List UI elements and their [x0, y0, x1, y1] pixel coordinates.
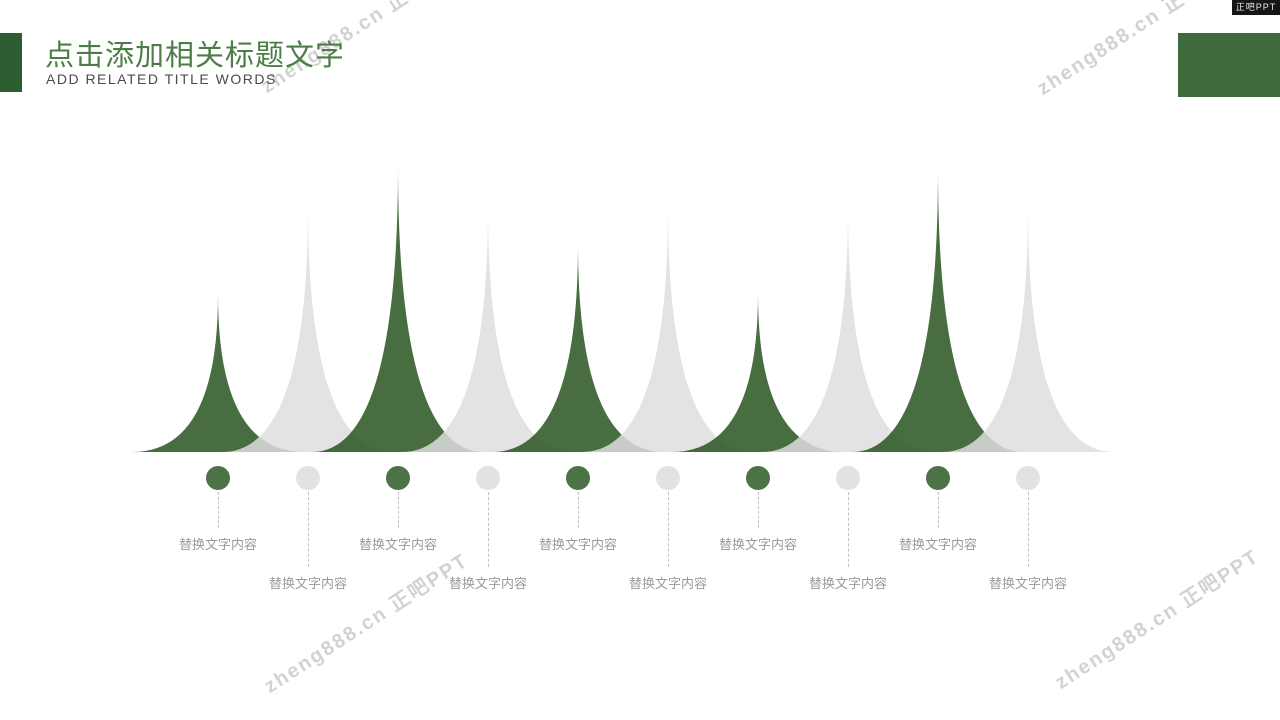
timeline-dot-2	[296, 466, 320, 490]
peak-4-gray	[402, 205, 574, 452]
timeline-dot-4	[476, 466, 500, 490]
item-label-8: 替换文字内容	[808, 576, 887, 591]
connector-line-7	[758, 492, 759, 528]
peak-1-green	[132, 294, 304, 452]
connector-line-6	[668, 492, 669, 567]
item-label-3: 替换文字内容	[358, 537, 437, 552]
corner-brand-badge: 正吧PPT	[1232, 0, 1280, 15]
item-label-1: 替换文字内容	[178, 537, 257, 552]
item-label-4: 替换文字内容	[448, 576, 527, 591]
timeline-dot-6	[656, 466, 680, 490]
peak-7-green	[672, 293, 844, 452]
connector-line-4	[488, 492, 489, 567]
connector-line-1	[218, 492, 219, 528]
timeline-dot-10	[1016, 466, 1040, 490]
connector-line-3	[398, 492, 399, 528]
item-label-6: 替换文字内容	[628, 576, 707, 591]
item-label-2: 替换文字内容	[268, 576, 347, 591]
connector-line-8	[848, 492, 849, 567]
page-title: 点击添加相关标题文字	[45, 40, 346, 72]
page-subtitle: ADD RELATED TITLE WORDS	[46, 71, 277, 87]
peak-5-green	[492, 243, 664, 452]
peak-6-gray	[582, 205, 754, 452]
peak-3-green	[312, 165, 484, 452]
corner-decoration-rect	[1178, 33, 1280, 97]
item-label-9: 替换文字内容	[898, 537, 977, 552]
timeline-dot-3	[386, 466, 410, 490]
timeline-dot-8	[836, 466, 860, 490]
item-label-7: 替换文字内容	[718, 537, 797, 552]
peak-2-gray	[222, 205, 394, 452]
peak-9-green	[852, 168, 1024, 452]
timeline-dot-7	[746, 466, 770, 490]
item-label-5: 替换文字内容	[538, 537, 617, 552]
timeline-dot-9	[926, 466, 950, 490]
peak-10-gray	[942, 205, 1114, 452]
item-label-10: 替换文字内容	[988, 576, 1067, 591]
title-accent-bar	[0, 33, 22, 92]
peak-8-gray	[762, 205, 934, 452]
connector-line-2	[308, 492, 309, 567]
timeline-dot-5	[566, 466, 590, 490]
timeline-dot-1	[206, 466, 230, 490]
connector-line-5	[578, 492, 579, 528]
connector-line-9	[938, 492, 939, 528]
connector-line-10	[1028, 492, 1029, 567]
